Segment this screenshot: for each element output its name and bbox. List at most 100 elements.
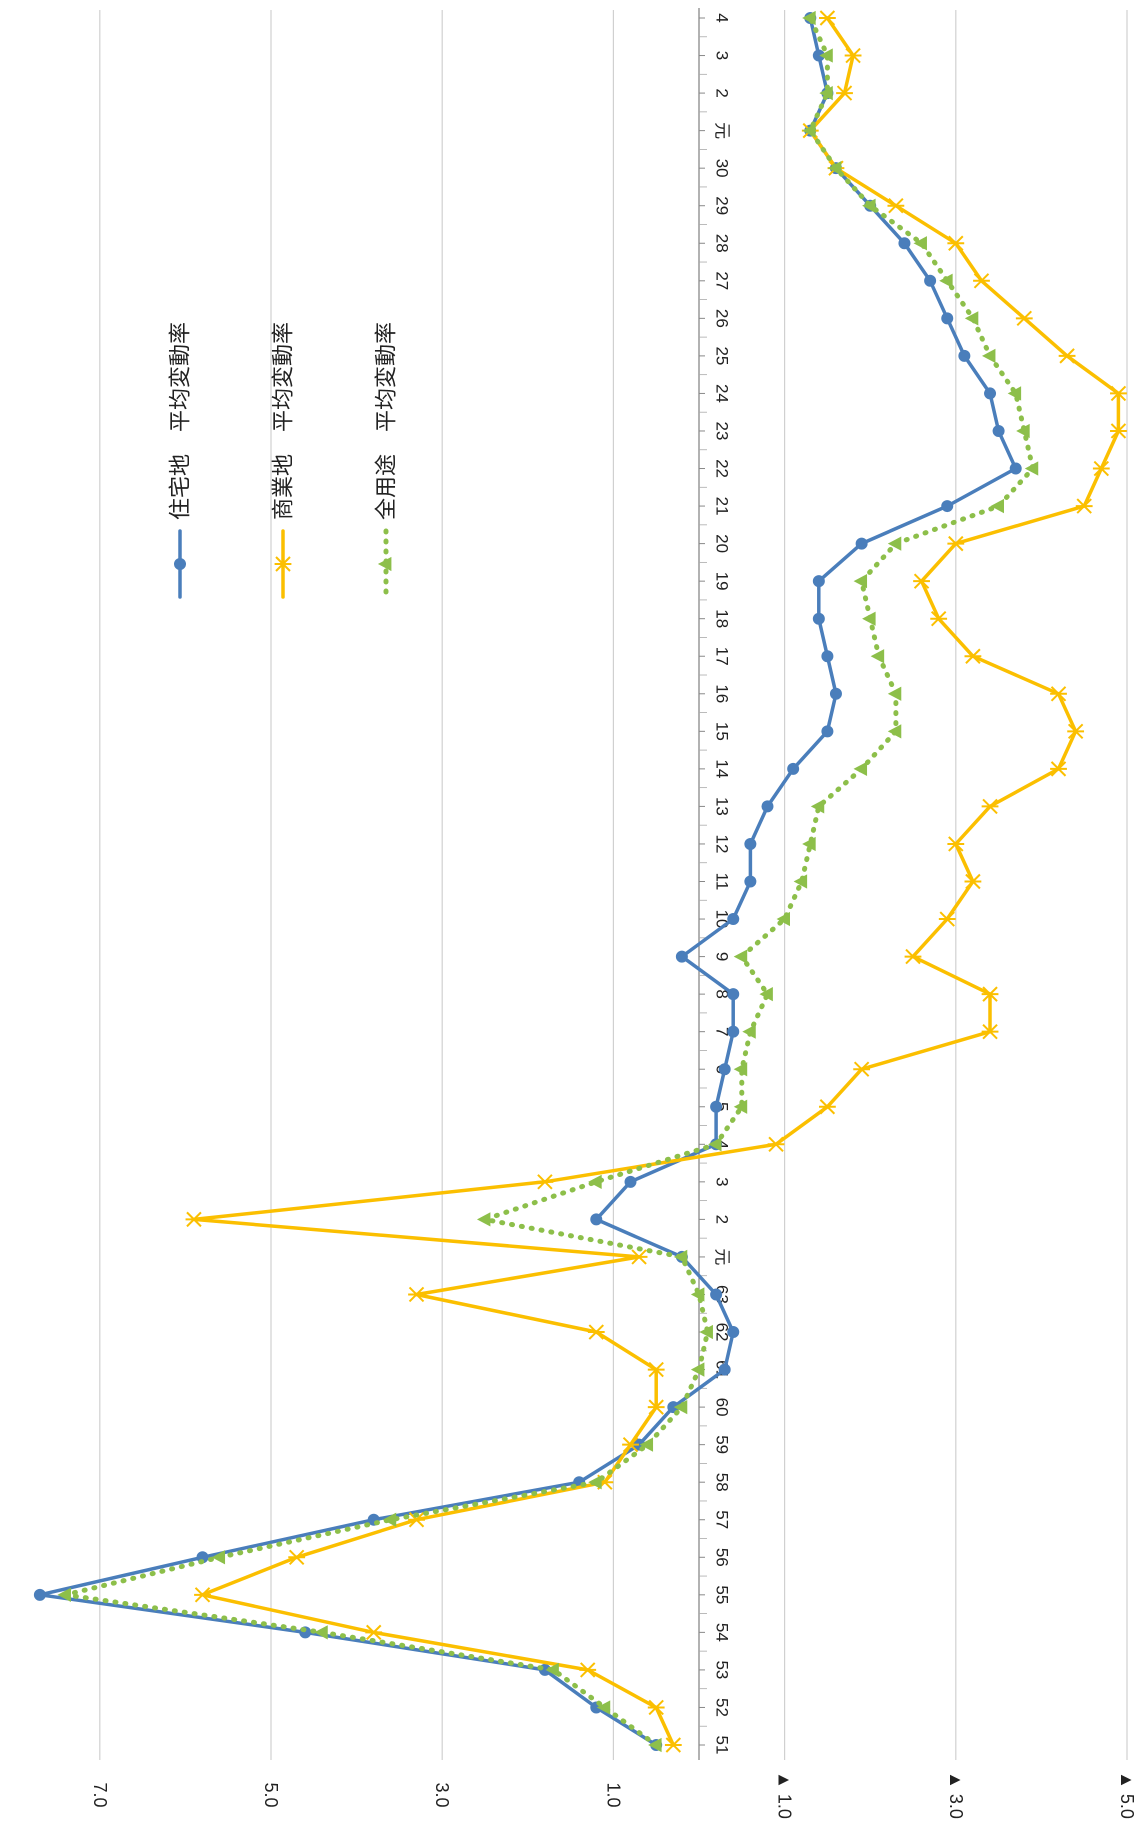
data-point <box>408 1286 425 1303</box>
category-label: 4 <box>713 13 732 22</box>
category-label: 16 <box>713 684 732 703</box>
data-point <box>545 1662 559 1678</box>
data-point <box>1075 498 1093 514</box>
value-tick-label: ▲ 1.0 <box>775 1771 795 1819</box>
data-point <box>941 312 954 325</box>
data-point <box>958 349 971 362</box>
data-point <box>887 198 905 214</box>
data-point <box>964 311 979 326</box>
series-1 <box>33 12 1022 1751</box>
data-point <box>673 1399 688 1415</box>
data-point <box>690 1287 705 1302</box>
data-point <box>759 986 773 1002</box>
category-label: 9 <box>713 952 732 961</box>
data-point <box>853 761 868 777</box>
data-point <box>829 687 842 700</box>
data-point <box>870 649 885 664</box>
data-point <box>699 1324 713 1340</box>
data-point <box>853 574 868 589</box>
data-point <box>887 536 902 551</box>
data-point <box>718 1363 731 1376</box>
category-label: 15 <box>713 722 732 741</box>
series-3 <box>57 10 1039 1753</box>
data-point <box>365 1624 383 1641</box>
data-point <box>924 274 937 287</box>
data-point <box>476 1212 491 1227</box>
data-point <box>1067 723 1085 740</box>
data-point <box>964 648 982 664</box>
legend-label: 全用途 平均変動率 <box>374 322 399 520</box>
data-point <box>1092 460 1110 477</box>
legend-label: 商業地 平均変動率 <box>271 322 296 520</box>
data-point <box>624 1175 637 1188</box>
data-point <box>647 1361 665 1378</box>
data-point <box>1015 310 1033 327</box>
data-point <box>274 556 292 572</box>
data-point <box>904 948 922 965</box>
data-point <box>647 1699 665 1716</box>
category-label: 28 <box>713 234 732 253</box>
category-label: 17 <box>713 647 732 666</box>
data-point <box>802 10 816 26</box>
data-point <box>1024 461 1039 476</box>
data-point <box>821 725 834 738</box>
category-label: 13 <box>713 797 732 816</box>
data-point <box>844 47 862 64</box>
data-point <box>744 837 757 850</box>
data-point <box>588 1475 602 1490</box>
data-point <box>819 48 833 63</box>
category-label: 7 <box>713 1027 732 1036</box>
value-tick-label: ▲ 3.0 <box>946 1771 966 1819</box>
data-point <box>744 875 757 888</box>
data-point <box>1050 761 1067 777</box>
category-label: 元 <box>713 122 732 139</box>
legend-item: 全用途 平均変動率 <box>374 322 399 600</box>
category-label: 22 <box>713 459 732 478</box>
category-label: 18 <box>713 609 732 628</box>
category-label: 14 <box>713 759 732 778</box>
category-label: 24 <box>713 384 732 403</box>
data-point <box>767 1136 785 1153</box>
data-point <box>992 424 1005 437</box>
data-point <box>812 575 825 588</box>
data-point <box>536 1174 554 1190</box>
category-label: 62 <box>713 1323 732 1342</box>
data-point <box>590 1213 603 1226</box>
data-point <box>973 273 990 289</box>
data-point <box>812 612 825 625</box>
data-point <box>710 1288 723 1301</box>
category-label: 55 <box>713 1585 732 1604</box>
data-point <box>579 1662 597 1678</box>
data-point <box>981 798 999 815</box>
value-tick-label: ▲ 5.0 <box>1117 1771 1137 1819</box>
category-label: 3 <box>713 51 732 60</box>
data-point <box>742 1024 756 1039</box>
data-point <box>718 1063 731 1076</box>
category-label: 20 <box>713 534 732 553</box>
data-point <box>588 1174 602 1189</box>
data-point <box>690 1362 705 1377</box>
data-point <box>898 237 911 250</box>
category-label: 58 <box>713 1473 732 1492</box>
data-point <box>675 950 688 963</box>
value-tick-label: 5.0 <box>261 1782 281 1807</box>
value-tick-label: 7.0 <box>90 1782 110 1807</box>
category-label: 11 <box>713 873 732 891</box>
series-2 <box>185 10 1127 1753</box>
data-point <box>887 724 902 739</box>
data-point <box>819 85 833 101</box>
data-point <box>708 1137 722 1152</box>
data-point <box>947 535 965 552</box>
data-point <box>174 558 186 570</box>
gridlines <box>99 10 1128 1760</box>
data-point <box>981 1023 999 1040</box>
data-point <box>787 762 800 775</box>
data-point <box>382 1512 397 1527</box>
data-point <box>938 911 956 927</box>
data-point <box>827 161 842 176</box>
data-point <box>288 1549 306 1565</box>
value-axis: ▲ 5.0 ▲ 3.0 ▲ 1.0 1.0 3.0 5.0 7.0 <box>90 1771 1137 1819</box>
data-point <box>941 500 954 513</box>
data-point <box>1058 348 1076 364</box>
category-label: 51 <box>713 1736 732 1755</box>
